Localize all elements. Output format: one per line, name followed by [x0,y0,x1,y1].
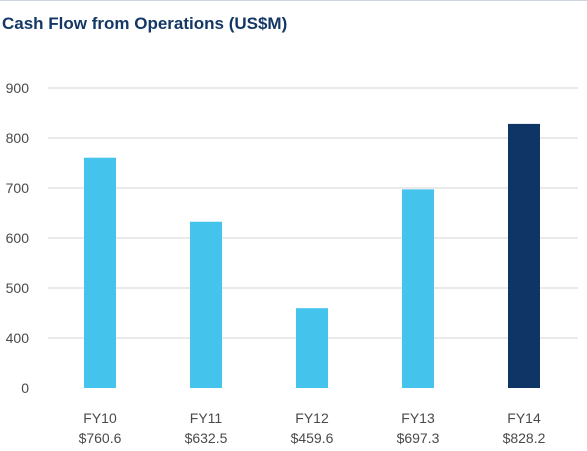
bar-fy10 [84,157,116,388]
x-category-label: FY11 [190,410,223,426]
x-category-label: FY14 [507,410,541,426]
y-tick-label: 400 [6,330,30,346]
y-tick-label: 900 [6,80,30,96]
x-value-label: $760.6 [79,430,122,446]
gridlines [48,87,578,339]
x-value-label: $632.5 [185,430,228,446]
x-category-label: FY13 [401,410,435,426]
y-tick-label: 0 [21,380,29,396]
x-category-label: FY10 [83,410,117,426]
top-divider [0,0,587,1]
x-value-label: $697.3 [397,430,440,446]
y-tick-label: 500 [6,280,30,296]
y-tick-label: 600 [6,230,30,246]
chart-title: Cash Flow from Operations (US$M) [2,14,288,33]
x-axis-labels: FY10 $760.6 FY11 $632.5 FY12 $459.6 FY13 $697.3… [79,410,546,446]
bar-fy12 [296,308,328,388]
y-tick-label: 800 [6,130,30,146]
x-value-label: $459.6 [291,430,334,446]
x-value-label: $828.2 [503,430,546,446]
bars [84,123,540,389]
x-category-label: FY12 [295,410,329,426]
y-axis-ticks: 900 800 700 600 500 400 0 [6,80,30,396]
bar-fy13 [402,189,434,388]
y-tick-label: 700 [6,180,30,196]
bar-fy11 [190,221,222,388]
bar-fy14 [508,123,540,389]
